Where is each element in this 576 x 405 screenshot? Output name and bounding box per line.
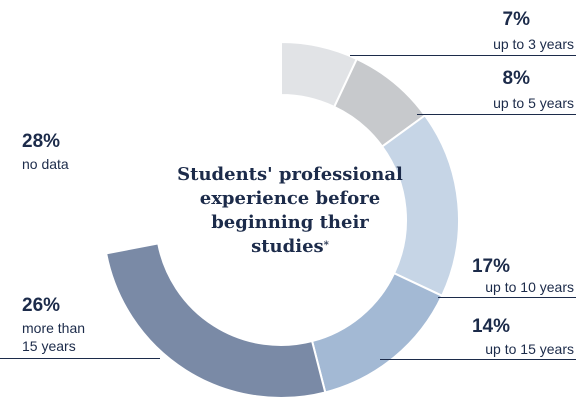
chart-title: Students' professional experience before… <box>175 163 405 259</box>
donut-slice-up-to-15-years <box>310 271 444 394</box>
slice-label-up-to-3-years: up to 3 years <box>493 36 574 52</box>
slice-value-up-to-3-years: 7% <box>502 9 530 30</box>
leader-line-up-to-15-years <box>380 359 576 360</box>
chart-title-text: Students' professional experience before… <box>177 164 403 257</box>
slice-value-up-to-5-years: 8% <box>502 68 530 89</box>
slice-value-more-than-15-years: 26% <box>22 295 61 316</box>
slice-value-up-to-15-years: 14% <box>471 316 510 337</box>
leader-line-up-to-5-years <box>417 114 576 115</box>
leader-line-up-to-10-years <box>438 297 576 298</box>
slice-label-more-than-15-years-line1: more than <box>22 320 86 336</box>
slice-label-up-to-15-years: up to 15 years <box>485 341 574 357</box>
title-footnote-marker: * <box>323 240 329 251</box>
slice-label-more-than-15-years-line2: 15 years <box>22 338 76 354</box>
donut-slice-more-than-15-years <box>104 242 327 399</box>
slice-value-up-to-10-years: 17% <box>471 256 510 277</box>
slice-label-up-to-5-years: up to 5 years <box>493 95 574 111</box>
leader-line-up-to-3-years <box>350 55 576 56</box>
slice-label-up-to-10-years: up to 10 years <box>485 279 574 295</box>
slice-label-no-data: no data <box>22 156 69 172</box>
leader-line-more-than-15-years <box>0 358 160 359</box>
slice-value-no-data: 28% <box>22 131 61 152</box>
